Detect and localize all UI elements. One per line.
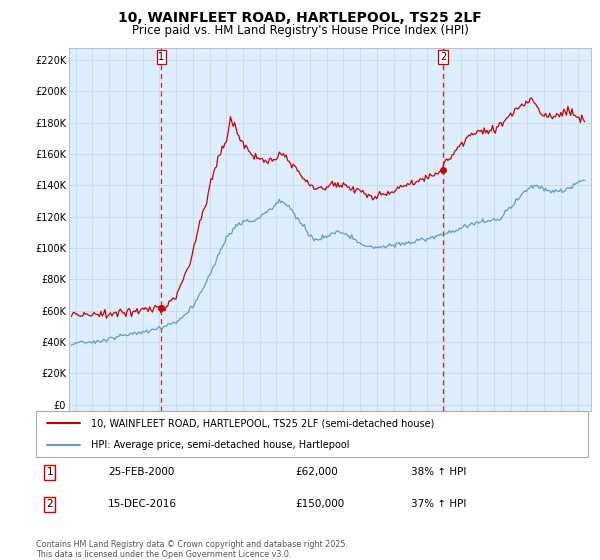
Text: 2: 2 xyxy=(46,500,53,510)
Text: £150,000: £150,000 xyxy=(295,500,344,510)
Text: 1: 1 xyxy=(158,52,164,62)
Text: 38% ↑ HPI: 38% ↑ HPI xyxy=(412,467,467,477)
Text: HPI: Average price, semi-detached house, Hartlepool: HPI: Average price, semi-detached house,… xyxy=(91,440,350,450)
Text: 10, WAINFLEET ROAD, HARTLEPOOL, TS25 2LF: 10, WAINFLEET ROAD, HARTLEPOOL, TS25 2LF xyxy=(118,11,482,25)
Text: 1: 1 xyxy=(46,467,53,477)
Text: 10, WAINFLEET ROAD, HARTLEPOOL, TS25 2LF (semi-detached house): 10, WAINFLEET ROAD, HARTLEPOOL, TS25 2LF… xyxy=(91,418,434,428)
Text: Price paid vs. HM Land Registry's House Price Index (HPI): Price paid vs. HM Land Registry's House … xyxy=(131,24,469,36)
FancyBboxPatch shape xyxy=(36,411,588,457)
Text: 2: 2 xyxy=(440,52,446,62)
Text: 37% ↑ HPI: 37% ↑ HPI xyxy=(412,500,467,510)
Text: Contains HM Land Registry data © Crown copyright and database right 2025.
This d: Contains HM Land Registry data © Crown c… xyxy=(36,540,348,559)
Text: £62,000: £62,000 xyxy=(295,467,338,477)
Text: 15-DEC-2016: 15-DEC-2016 xyxy=(108,500,177,510)
Text: 25-FEB-2000: 25-FEB-2000 xyxy=(108,467,174,477)
